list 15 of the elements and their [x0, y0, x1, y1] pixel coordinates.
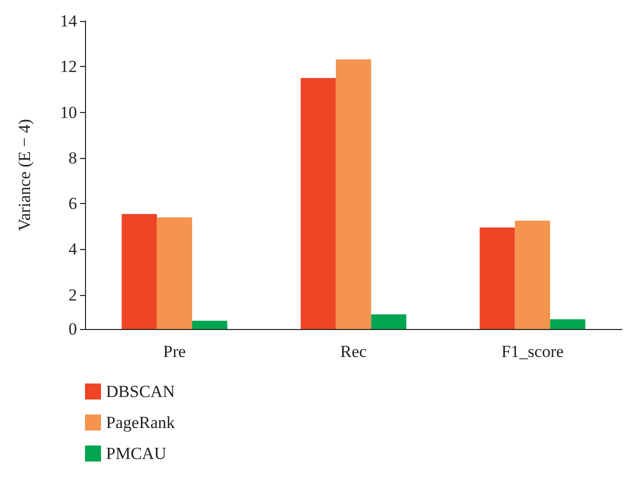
x-tick-label: Rec — [340, 342, 368, 361]
y-tick-label: 0 — [68, 320, 77, 338]
legend-label: DBSCAN — [106, 382, 175, 401]
x-tick-label: F1_score — [501, 342, 564, 361]
y-axis-title: Variance (E − 4) — [15, 118, 34, 232]
x-tick-label: Pre — [163, 342, 186, 361]
legend-label: PageRank — [106, 413, 176, 432]
y-tick-label: 8 — [68, 148, 77, 168]
y-tick-label: 10 — [60, 102, 77, 122]
y-tick-label: 6 — [68, 194, 77, 214]
y-tick-label: 12 — [60, 57, 77, 76]
legend-label: PMCAU — [106, 444, 166, 463]
y-tick-label: 4 — [68, 240, 78, 259]
y-tick-label: 14 — [60, 12, 78, 30]
y-tick-label: 2 — [68, 285, 77, 304]
